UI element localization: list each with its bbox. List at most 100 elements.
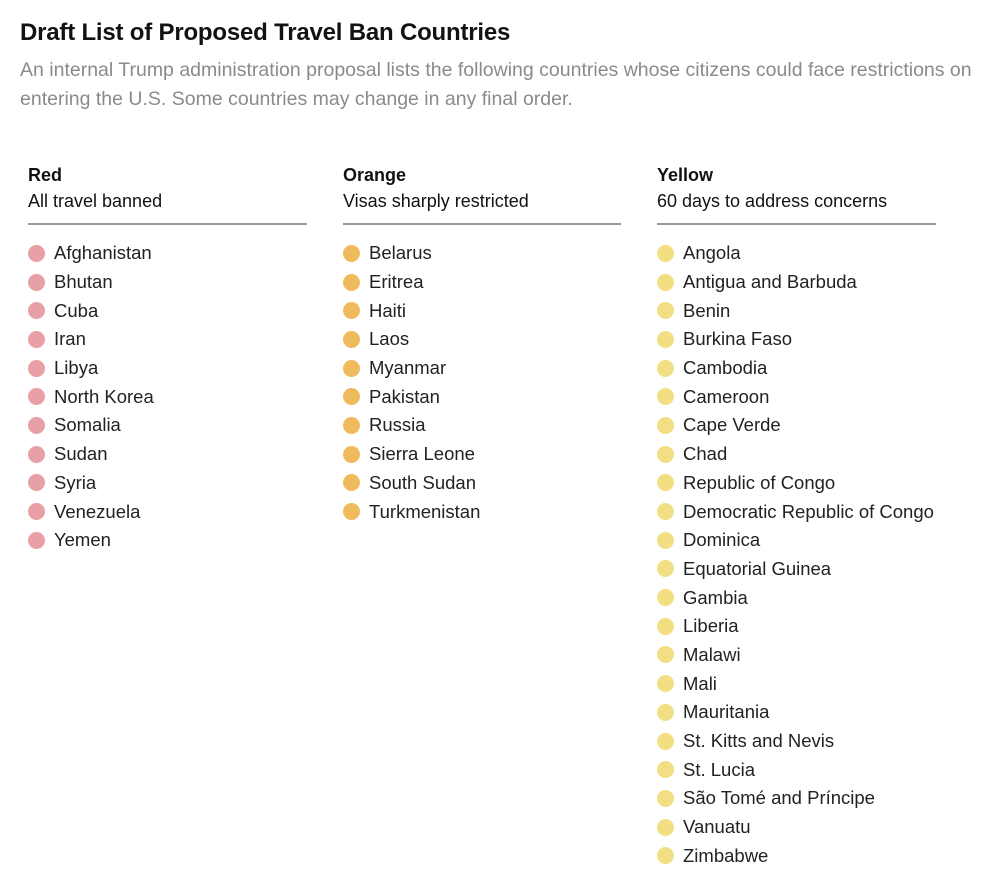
color-dot-icon (657, 789, 674, 807)
country-name: Mali (683, 672, 717, 694)
country-name: Zimbabwe (683, 844, 769, 866)
column-yellow-name: Yellow (657, 165, 714, 185)
country-list-item: Cambodia (657, 354, 987, 383)
country-list-item: Eritrea (343, 268, 621, 297)
country-list-item: Democratic Republic of Congo (657, 497, 987, 526)
country-list-item: Pakistan (343, 382, 621, 411)
color-dot-icon (28, 531, 45, 549)
country-list-item: Antigua and Barbuda (657, 268, 987, 297)
color-dot-icon (343, 474, 360, 492)
color-dot-icon (657, 359, 674, 377)
country-name: Vanuatu (683, 816, 751, 838)
country-list-item: Laos (343, 325, 621, 354)
color-dot-icon (28, 273, 45, 291)
color-dot-icon (657, 416, 674, 434)
country-list-item: Zimbabwe (657, 841, 987, 870)
color-dot-icon (28, 445, 45, 463)
country-list-item: Venezuela (28, 497, 307, 526)
country-list-item: Angola (657, 239, 987, 268)
column-orange-name: Orange (343, 165, 407, 185)
country-list-item: St. Kitts and Nevis (657, 727, 987, 756)
country-name: Chad (683, 443, 728, 465)
color-dot-icon (28, 244, 45, 262)
color-dot-icon (657, 732, 674, 750)
color-dot-icon (28, 474, 45, 492)
color-dot-icon (343, 359, 360, 377)
column-red: Red All travel banned Afghanistan Bhutan C… (28, 162, 307, 555)
column-orange-description: Visas sharply restricted (343, 191, 529, 211)
color-dot-icon (28, 302, 45, 320)
country-list-item: Benin (657, 296, 987, 325)
yellow-country-list: Angola Antigua and Barbuda Benin Burkina Fa… (657, 239, 987, 870)
country-name: Antigua and Barbuda (683, 271, 857, 293)
color-dot-icon (343, 445, 360, 463)
country-list-item: Libya (28, 354, 307, 383)
column-red-divider (28, 223, 307, 225)
color-dot-icon (657, 273, 674, 291)
country-list-item: Republic of Congo (657, 469, 987, 498)
red-country-list: Afghanistan Bhutan Cuba Iran Libya North Kore… (28, 239, 307, 555)
country-list-item: Burkina Faso (657, 325, 987, 354)
country-name: St. Kitts and Nevis (683, 730, 835, 752)
country-name: Libya (54, 357, 99, 379)
country-name: Cambodia (683, 357, 768, 379)
country-list-item: Mali (657, 669, 987, 698)
color-dot-icon (657, 589, 674, 607)
column-orange-divider (343, 223, 621, 225)
country-name: Iran (54, 328, 86, 350)
country-list-item: São Tomé and Príncipe (657, 784, 987, 813)
country-name: Democratic Republic of Congo (683, 500, 934, 522)
country-name: Afghanistan (54, 242, 152, 264)
color-dot-icon (28, 359, 45, 377)
color-dot-icon (657, 761, 674, 779)
color-dot-icon (657, 302, 674, 320)
color-dot-icon (343, 330, 360, 348)
color-dot-icon (657, 617, 674, 635)
country-name: Cape Verde (683, 414, 781, 436)
color-dot-icon (343, 273, 360, 291)
country-name: Yemen (54, 529, 111, 551)
country-name: Bhutan (54, 271, 113, 293)
color-dot-icon (343, 302, 360, 320)
country-name: Benin (683, 299, 731, 321)
country-name: Turkmenistan (369, 500, 481, 522)
country-name: Gambia (683, 586, 748, 608)
country-name: Laos (369, 328, 410, 350)
country-list-item: Turkmenistan (343, 497, 621, 526)
color-dot-icon (343, 416, 360, 434)
color-dot-icon (657, 388, 674, 406)
country-list-item: Cameroon (657, 382, 987, 411)
country-list-item: Yemen (28, 526, 307, 555)
country-list-item: Iran (28, 325, 307, 354)
country-list-item: Russia (343, 411, 621, 440)
country-list-item: Cape Verde (657, 411, 987, 440)
country-name: Mauritania (683, 701, 770, 723)
country-list-item: North Korea (28, 382, 307, 411)
country-list-item: St. Lucia (657, 755, 987, 784)
color-dot-icon (657, 646, 674, 664)
color-dot-icon (657, 560, 674, 578)
country-list-item: Equatorial Guinea (657, 555, 987, 584)
country-name: Venezuela (54, 500, 141, 522)
country-list-item: Gambia (657, 583, 987, 612)
country-list-item: Bhutan (28, 268, 307, 297)
color-dot-icon (657, 503, 674, 521)
country-name: Burkina Faso (683, 328, 792, 350)
column-yellow: Yellow 60 days to address concerns Angol… (657, 162, 987, 870)
country-list-item: Chad (657, 440, 987, 469)
header: Draft List of Proposed Travel Ban Countr… (20, 14, 980, 114)
country-list-item: Haiti (343, 296, 621, 325)
country-list-item: Sierra Leone (343, 440, 621, 469)
country-name: South Sudan (369, 471, 476, 493)
color-dot-icon (28, 416, 45, 434)
country-name: Republic of Congo (683, 471, 836, 493)
country-list-item: Liberia (657, 612, 987, 641)
color-dot-icon (657, 703, 674, 721)
color-dot-icon (657, 474, 674, 492)
country-name: Somalia (54, 414, 121, 436)
country-name: Syria (54, 471, 97, 493)
column-yellow-divider (657, 223, 936, 225)
color-dot-icon (657, 330, 674, 348)
country-list-item: Belarus (343, 239, 621, 268)
country-name: Equatorial Guinea (683, 557, 832, 579)
